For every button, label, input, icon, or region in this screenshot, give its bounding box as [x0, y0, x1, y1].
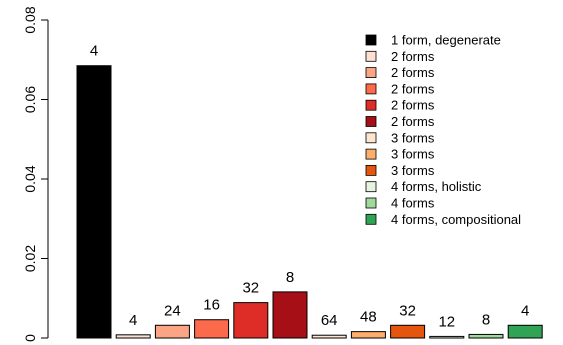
bar-value-label: 12 [438, 313, 455, 330]
bar [76, 65, 112, 339]
legend-swatch [365, 67, 377, 78]
legend-swatch [365, 50, 377, 62]
y-tick-label: 0.08 [22, 6, 38, 33]
bar [468, 333, 504, 339]
legend-label: 3 forms [391, 163, 435, 178]
bar [272, 291, 308, 339]
bar-value-label: 4 [129, 312, 137, 329]
legend-swatch [365, 34, 377, 46]
bars [76, 65, 543, 339]
y-tick-label: 0.06 [22, 86, 38, 113]
bar [115, 334, 151, 339]
bar [507, 324, 543, 339]
legend-swatch [365, 197, 377, 209]
bar-value-label: 32 [399, 302, 416, 319]
bar [429, 335, 465, 339]
y-tick-label: 0.02 [22, 245, 38, 272]
legend-swatch [365, 83, 377, 95]
legend-swatch [365, 116, 377, 127]
bar-value-label: 8 [482, 311, 490, 328]
bar-value-label: 4 [521, 302, 529, 319]
legend-label: 2 forms [391, 98, 435, 113]
legend-label: 4 forms [391, 196, 435, 211]
legend-swatch [365, 181, 377, 193]
legend-swatch [365, 164, 377, 176]
legend-label: 1 form, degenerate [391, 33, 501, 48]
bar-value-label: 4 [90, 43, 98, 60]
bar-value-label: 16 [203, 297, 220, 314]
bar [350, 331, 386, 339]
legend-swatch [365, 132, 377, 144]
bar [154, 324, 190, 339]
legend-swatch [365, 148, 377, 160]
bar-value-label: 8 [286, 269, 294, 286]
bar-labels: 4 4 24 16 32 8 64 48 32 12 8 4 [90, 43, 530, 331]
bar-value-label: 24 [164, 302, 181, 319]
bar [233, 302, 269, 339]
legend-label: 3 forms [391, 130, 435, 145]
y-axis: 0 0.02 0.04 0.06 0.08 [22, 6, 49, 342]
legend-label: 3 forms [391, 147, 435, 162]
legend-label: 4 forms, compositional [391, 212, 521, 227]
bar-value-label: 64 [321, 312, 338, 329]
legend-label: 2 forms [391, 49, 435, 64]
bar [194, 319, 230, 339]
bar-value-label: 48 [360, 309, 377, 326]
bar [390, 324, 426, 339]
legend-label: 2 forms [391, 65, 435, 80]
legend-label: 2 forms [391, 81, 435, 96]
bar [311, 334, 347, 339]
legend-label: 4 forms, holistic [391, 179, 482, 194]
legend-swatch [365, 99, 377, 111]
bar-value-label: 32 [242, 280, 259, 297]
y-tick-label: 0.04 [22, 165, 38, 192]
legend-swatch [365, 213, 377, 225]
y-tick-label: 0 [22, 334, 38, 342]
legend-label: 2 forms [391, 114, 435, 129]
